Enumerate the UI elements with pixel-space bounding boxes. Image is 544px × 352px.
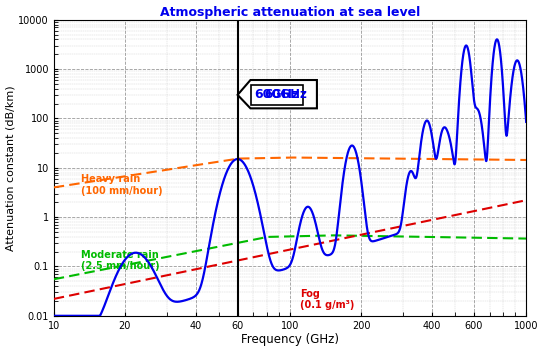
Text: 60GHz: 60GHz [254, 88, 300, 101]
Text: Fog
(0.1 g/m³): Fog (0.1 g/m³) [300, 289, 354, 310]
Text: 60GHz: 60GHz [264, 88, 307, 101]
X-axis label: Frequency (GHz): Frequency (GHz) [241, 333, 339, 346]
Y-axis label: Attenuation constant (dB/km): Attenuation constant (dB/km) [5, 85, 16, 251]
Text: Heavy rain
(100 mm/hour): Heavy rain (100 mm/hour) [81, 174, 162, 195]
Text: Moderate rain
(2.5 mm/hour): Moderate rain (2.5 mm/hour) [81, 250, 159, 271]
Polygon shape [238, 80, 317, 108]
Title: Atmospheric attenuation at sea level: Atmospheric attenuation at sea level [160, 6, 420, 19]
